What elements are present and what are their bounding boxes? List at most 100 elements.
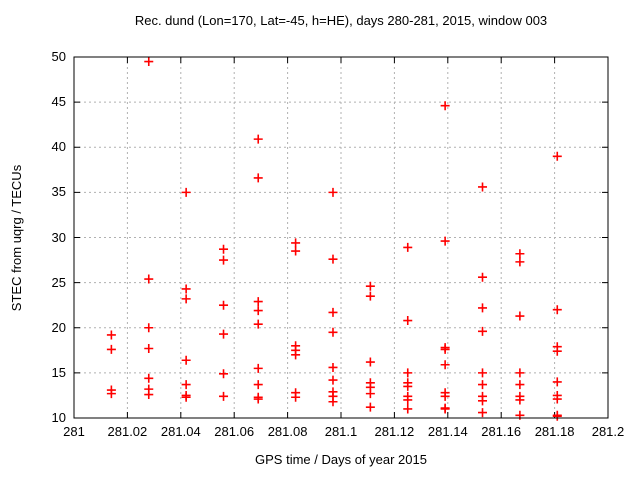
x-tick-label: 281.1 bbox=[324, 424, 358, 439]
data-point-marker bbox=[552, 394, 562, 404]
data-point-marker bbox=[403, 381, 413, 391]
data-point-marker bbox=[552, 151, 562, 161]
data-point-marker bbox=[403, 242, 413, 252]
data-point-marker bbox=[253, 380, 263, 390]
data-point-marker bbox=[181, 380, 191, 390]
data-point-marker bbox=[515, 257, 525, 267]
data-point-marker bbox=[515, 368, 525, 378]
data-point-marker bbox=[219, 391, 229, 401]
data-point-marker bbox=[365, 291, 375, 301]
x-tick-label: 281.14 bbox=[427, 424, 468, 439]
data-point-marker bbox=[478, 396, 488, 406]
data-point-marker bbox=[478, 326, 488, 336]
data-point-marker bbox=[552, 411, 562, 421]
data-point-marker bbox=[328, 307, 338, 317]
data-point-marker bbox=[552, 305, 562, 315]
y-tick-label: 25 bbox=[51, 274, 66, 290]
data-point-marker bbox=[144, 57, 154, 67]
data-point-marker bbox=[403, 395, 413, 405]
data-point-marker bbox=[253, 134, 263, 144]
x-tick-label: 281.08 bbox=[267, 424, 308, 439]
data-point-marker bbox=[478, 408, 488, 418]
data-point-marker bbox=[253, 319, 263, 329]
x-tick-label: 281.06 bbox=[214, 424, 255, 439]
data-point-marker bbox=[328, 187, 338, 197]
data-point-marker bbox=[440, 404, 450, 414]
chart-title: Rec. dund (Lon=170, Lat=-45, h=HE), days… bbox=[134, 13, 548, 28]
data-point-marker bbox=[106, 330, 116, 340]
data-point-marker bbox=[181, 187, 191, 197]
data-point-marker bbox=[515, 395, 525, 405]
data-point-marker bbox=[365, 402, 375, 412]
data-point-marker bbox=[365, 357, 375, 367]
data-point-marker bbox=[144, 274, 154, 284]
data-point-marker bbox=[365, 281, 375, 291]
y-tick-label: 10 bbox=[51, 410, 66, 425]
data-point-marker bbox=[219, 329, 229, 339]
data-point-marker bbox=[365, 389, 375, 399]
data-point-marker bbox=[440, 236, 450, 246]
data-point-marker bbox=[181, 284, 191, 294]
data-point-marker bbox=[181, 392, 191, 402]
data-point-marker bbox=[440, 101, 450, 111]
data-point-marker bbox=[181, 294, 191, 304]
data-point-marker bbox=[403, 404, 413, 414]
x-tick-label: 281 bbox=[63, 424, 85, 439]
x-axis-title: GPS time / Days of year 2015 bbox=[255, 452, 427, 467]
data-point-marker bbox=[515, 380, 525, 390]
data-point-marker bbox=[478, 303, 488, 313]
data-point-marker bbox=[328, 397, 338, 407]
y-tick-label: 30 bbox=[51, 229, 66, 245]
data-point-marker bbox=[291, 246, 301, 256]
data-point-marker bbox=[552, 346, 562, 356]
data-point-marker bbox=[219, 300, 229, 310]
data-point-marker bbox=[291, 350, 301, 360]
data-point-marker bbox=[144, 323, 154, 333]
data-point-marker bbox=[440, 344, 450, 354]
y-tick-label: 20 bbox=[51, 319, 66, 335]
data-point-marker bbox=[253, 306, 263, 316]
x-tick-label: 281.18 bbox=[534, 424, 575, 439]
data-point-marker bbox=[219, 369, 229, 379]
data-point-marker bbox=[106, 344, 116, 354]
data-point-marker bbox=[552, 377, 562, 387]
data-point-marker bbox=[328, 254, 338, 264]
data-point-marker bbox=[219, 244, 229, 254]
x-tick-label: 281.04 bbox=[160, 424, 201, 439]
data-point-marker bbox=[515, 249, 525, 259]
y-tick-label: 50 bbox=[51, 49, 66, 64]
x-tick-label: 281.16 bbox=[481, 424, 522, 439]
data-point-marker bbox=[328, 327, 338, 337]
data-point-marker bbox=[328, 375, 338, 385]
y-tick-label: 40 bbox=[51, 139, 66, 155]
data-point-marker bbox=[440, 391, 450, 401]
x-tick-label: 281.02 bbox=[107, 424, 148, 439]
data-point-marker bbox=[440, 360, 450, 370]
data-point-marker bbox=[515, 311, 525, 321]
data-point-marker bbox=[144, 390, 154, 400]
data-point-marker bbox=[291, 392, 301, 402]
data-point-marker bbox=[181, 355, 191, 365]
y-tick-label: 15 bbox=[51, 364, 66, 380]
data-point-marker bbox=[144, 344, 154, 354]
data-point-marker bbox=[253, 173, 263, 183]
data-point-marker bbox=[219, 255, 229, 265]
data-point-marker bbox=[478, 368, 488, 378]
x-tick-label: 281.2 bbox=[591, 424, 625, 439]
data-point-marker bbox=[478, 380, 488, 390]
data-point-marker bbox=[253, 363, 263, 373]
data-point-marker bbox=[403, 316, 413, 326]
data-point-marker bbox=[253, 394, 263, 404]
plot-frame bbox=[73, 56, 609, 419]
data-point-marker bbox=[106, 389, 116, 399]
data-point-marker bbox=[291, 238, 301, 248]
data-point-marker bbox=[478, 182, 488, 192]
y-tick-label: 45 bbox=[51, 94, 66, 110]
y-tick-label: 35 bbox=[51, 184, 66, 200]
data-point-marker bbox=[403, 368, 413, 378]
data-point-marker bbox=[253, 297, 263, 307]
data-point-marker bbox=[478, 272, 488, 282]
data-point-marker bbox=[328, 362, 338, 372]
